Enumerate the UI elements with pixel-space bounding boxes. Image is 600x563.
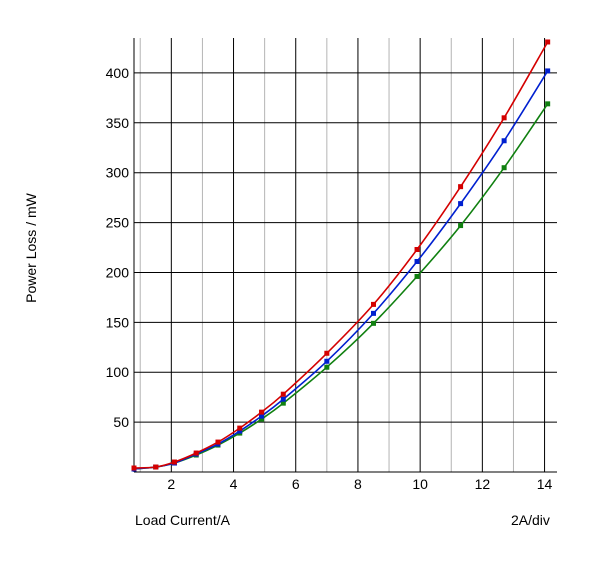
y-tick-label: 50 — [113, 414, 129, 430]
data-point-marker — [545, 101, 551, 107]
grid — [133, 38, 557, 473]
data-point-marker — [501, 138, 507, 144]
data-point-marker — [171, 459, 177, 465]
data-point-marker — [414, 247, 420, 253]
data-point-marker — [259, 409, 265, 415]
series-line — [133, 103, 549, 470]
data-point-marker — [280, 391, 286, 397]
x-axis-title: Load Current/A — [135, 512, 231, 528]
data-point-marker — [153, 464, 159, 470]
y-tick-label: 200 — [106, 264, 130, 280]
data-point-marker — [237, 425, 243, 431]
x-tick-label: 14 — [537, 476, 553, 492]
series-group — [131, 39, 551, 472]
data-point-marker — [370, 301, 376, 307]
data-point-marker — [545, 68, 551, 74]
data-point-marker — [324, 358, 330, 364]
data-point-marker — [414, 258, 420, 264]
tick-labels: 2 4 6 8 10 12 14 50 100 150 200 250 300 350 400 — [106, 65, 553, 492]
data-point-marker — [501, 115, 507, 121]
data-point-marker — [324, 364, 330, 370]
y-tick-label: 300 — [106, 165, 130, 181]
y-tick-label: 350 — [106, 115, 130, 131]
series-line — [133, 41, 549, 469]
data-point-marker — [259, 413, 265, 419]
x-tick-label: 10 — [412, 476, 428, 492]
data-point-marker — [280, 396, 286, 402]
x-tick-label: 2 — [167, 476, 175, 492]
y-tick-label: 100 — [106, 364, 130, 380]
y-axis-title: Power Loss / mW — [23, 192, 39, 302]
x-tick-label: 12 — [475, 476, 491, 492]
data-point-marker — [324, 350, 330, 356]
data-point-marker — [370, 320, 376, 326]
data-point-marker — [215, 439, 221, 445]
data-point-marker — [193, 450, 199, 456]
data-point-marker — [458, 201, 464, 207]
data-point-marker — [131, 465, 137, 471]
data-point-marker — [237, 428, 243, 434]
y-tick-label: 150 — [106, 314, 130, 330]
data-point-marker — [370, 310, 376, 316]
data-point-marker — [458, 223, 464, 229]
y-tick-label: 250 — [106, 215, 130, 231]
x-tick-label: 4 — [230, 476, 238, 492]
data-point-marker — [414, 273, 420, 279]
x-tick-label: 6 — [292, 476, 300, 492]
data-point-marker — [259, 416, 265, 422]
data-point-marker — [545, 39, 551, 45]
data-point-marker — [458, 184, 464, 190]
data-point-marker — [280, 400, 286, 406]
y-tick-label: 400 — [106, 65, 130, 81]
x-tick-label: 8 — [354, 476, 362, 492]
scale-note: 2A/div — [511, 512, 550, 528]
data-point-marker — [501, 165, 507, 171]
series-line — [133, 70, 549, 470]
